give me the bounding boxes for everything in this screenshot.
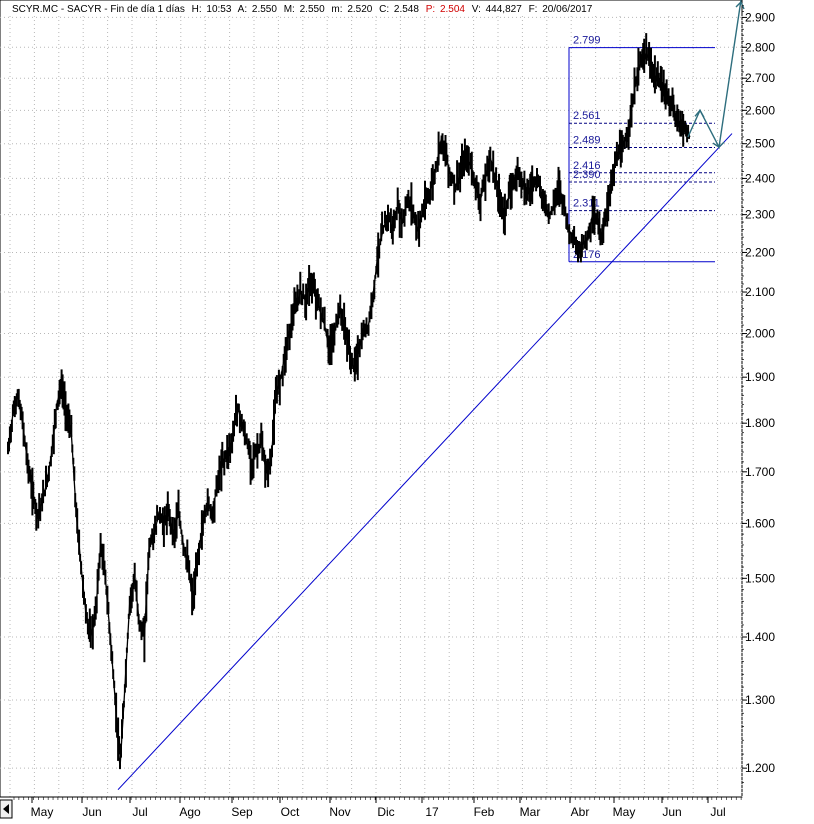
y-tick-label: 1.900 [745,370,775,384]
header-max-value: 2.550 [300,4,325,15]
x-tick-label: Jun [82,805,101,819]
projection-arrowhead [712,141,725,149]
y-tick-label: 2.200 [745,245,775,259]
y-tick-label: 1.500 [745,571,775,585]
x-tick-label: Ago [179,805,201,819]
header-ticker: SCYR.MC - SACYR - Fin de día 1 días [12,4,185,15]
y-tick-label: 2.300 [745,208,775,222]
header-price-label: P: [426,4,435,15]
y-tick-label: 2.000 [745,327,775,341]
y-tick-label: 1.600 [745,516,775,530]
trendline-layer [117,133,733,791]
header-max-label: M: [284,4,295,15]
y-axis: 1.200 1.300 1.400 1.500 1.600 1.700 1.800 1.900… [742,5,775,783]
projection-path [687,0,742,150]
level-label: 2.561 [573,110,601,122]
x-tick-label: Dic [377,805,394,819]
scroll-left-icon [3,804,9,814]
plot-frame [0,0,743,798]
level-label: 2.390 [573,169,601,181]
x-tick-label: Sep [231,805,253,819]
x-axis: May Jun Jul Ago Sep Oct Nov Dic 17 Feb Mar Abr May Ju… [0,796,742,819]
header-ask-value: 2.550 [252,4,277,15]
y-tick-label: 2.700 [745,71,775,85]
y-tick-label: 2.100 [745,285,775,299]
y-tick-label: 2.900 [745,10,775,24]
price-series [7,33,691,770]
x-tick-label: Jul [710,805,725,819]
header-volume-value: 444,827 [486,4,523,15]
projection-arrowhead [735,0,745,10]
level-label: 2.416 [573,160,601,172]
x-tick-label: Jun [662,805,681,819]
x-tick-label: Abr [571,805,590,819]
header-date-label: F: [529,4,538,15]
header-close-value: 2.548 [394,4,419,15]
header-price-value: 2.504 [440,4,465,15]
projection-arrows [687,0,745,150]
y-tick-label: 1.800 [745,416,775,430]
header-date-value: 20/06/2017 [542,4,592,15]
chart-header: SCYR.MC - SACYR - Fin de día 1 días H: 1… [12,4,593,15]
y-tick-label: 2.800 [745,40,775,54]
x-tick-label: Oct [281,805,300,819]
header-volume-label: V: [472,4,481,15]
x-tick-label: Mar [520,805,541,819]
header-high-label: H: [192,4,202,15]
x-tick-label: May [31,805,54,819]
x-tick-label: 17 [425,805,439,819]
x-tick-label: Jul [132,805,147,819]
level-label: 2.489 [573,134,601,146]
y-tick-label: 1.700 [745,465,775,479]
y-tick-label: 2.500 [745,137,775,151]
x-tick-label: Feb [474,805,495,819]
x-tick-label: May [613,805,636,819]
x-tick-label: Nov [329,805,350,819]
level-label: 2.311 [573,198,600,210]
header-high-value: 10:53 [206,4,231,15]
y-tick-label: 2.400 [745,171,775,185]
header-ask-label: A: [238,4,247,15]
support-trendline [117,133,733,791]
projection-arrowhead [694,109,705,118]
y-tick-label: 1.300 [745,693,775,707]
header-close-label: C: [379,4,389,15]
level-label: 2.799 [573,35,601,47]
y-tick-label: 2.600 [745,103,775,117]
header-min-value: 2.520 [347,4,372,15]
header-min-label: m: [331,4,342,15]
y-tick-label: 1.200 [745,761,775,775]
y-tick-label: 1.400 [745,630,775,644]
